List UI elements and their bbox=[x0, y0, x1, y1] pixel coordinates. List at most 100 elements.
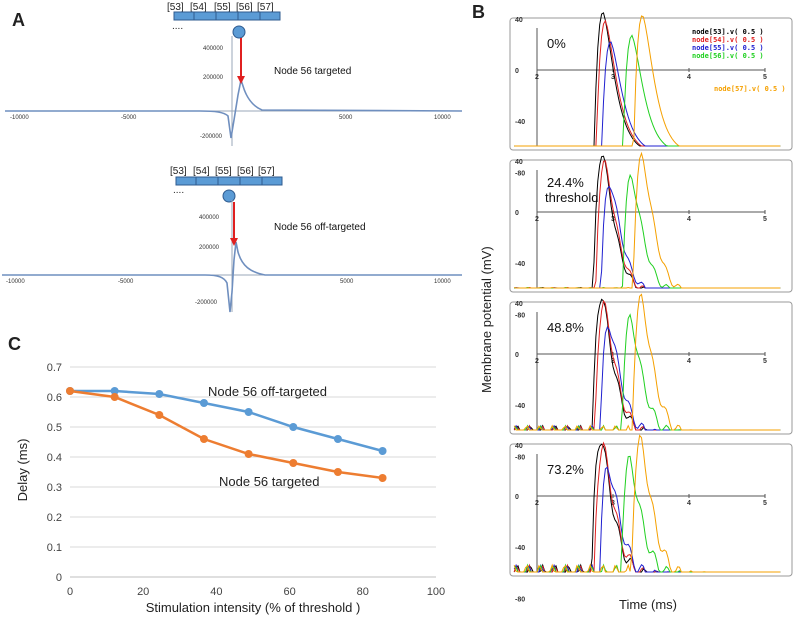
series-label-off-targeted: Node 56 off-targeted bbox=[208, 384, 327, 399]
time-tick-label: 5 bbox=[763, 74, 767, 81]
voltage-tick-label: -80 bbox=[515, 312, 525, 319]
data-point bbox=[66, 387, 74, 395]
axon-diagram bbox=[173, 11, 281, 21]
y-tick-label: 0.4 bbox=[47, 452, 62, 464]
trace-panel-frame bbox=[509, 17, 793, 151]
legend-entry-node53: node[53].v( 0.5 ) bbox=[692, 28, 764, 36]
time-tick-label: 5 bbox=[763, 358, 767, 365]
node-label-53: [53] bbox=[167, 2, 184, 13]
x-tick-label: 5000 bbox=[340, 279, 354, 285]
electrode-circle bbox=[222, 189, 236, 203]
panel-b-y-label: Membrane potential (mV) bbox=[479, 246, 494, 393]
data-point bbox=[155, 390, 164, 398]
panel-b-x-label: Time (ms) bbox=[619, 597, 677, 612]
panel-a-label: A bbox=[12, 10, 25, 30]
x-tick-label: 80 bbox=[357, 586, 369, 598]
legend-entry-node57: node[57].v( 0.5 ) bbox=[714, 85, 786, 93]
series-line-off-targeted bbox=[70, 389, 383, 453]
x-tick-label: 10000 bbox=[434, 279, 451, 285]
panel-a-bottom: [53] [54] [55] [56] [57] .... -10000 -50… bbox=[2, 166, 462, 313]
data-point bbox=[110, 387, 119, 395]
voltage-tick-label: -40 bbox=[515, 545, 525, 552]
x-tick-label: -5000 bbox=[121, 115, 137, 121]
trace-panel-label: 73.2% bbox=[547, 462, 584, 477]
data-point bbox=[155, 411, 164, 419]
data-point bbox=[333, 435, 342, 443]
node-label-57: [57] bbox=[258, 166, 275, 177]
annotation-node56-off-targeted: Node 56 off-targeted bbox=[274, 222, 366, 233]
x-tick-label: -5000 bbox=[118, 279, 134, 285]
voltage-tick-label: 0 bbox=[515, 68, 519, 75]
data-point bbox=[289, 423, 298, 431]
node-label-57: [57] bbox=[257, 2, 274, 13]
x-tick-label: 100 bbox=[427, 586, 445, 598]
axon-continuation-dots: .... bbox=[173, 185, 184, 196]
x-tick-label: 20 bbox=[137, 586, 149, 598]
voltage-tick-label: 0 bbox=[515, 210, 519, 217]
x-tick-label: 0 bbox=[67, 586, 73, 598]
axon-diagram bbox=[175, 176, 283, 186]
time-tick-label: 4 bbox=[687, 500, 691, 507]
panel-c-label: C bbox=[8, 334, 21, 354]
time-tick-label: 4 bbox=[687, 216, 691, 223]
time-tick-label: 3 bbox=[611, 358, 615, 365]
legend-entry-node56: node[56].v( 0.5 ) bbox=[692, 52, 764, 60]
data-point bbox=[289, 459, 298, 467]
legend-entry-node54: node[54].v( 0.5 ) bbox=[692, 36, 764, 44]
data-point bbox=[244, 450, 253, 458]
time-tick-label: 2 bbox=[535, 74, 539, 81]
electrode-circle bbox=[232, 25, 246, 39]
trace-panel-label: 0% bbox=[547, 36, 566, 51]
trace-node57 bbox=[513, 434, 781, 573]
trace-panel-label: 48.8% bbox=[547, 320, 584, 335]
y-tick-label: 0 bbox=[56, 572, 62, 584]
x-tick-label: 10000 bbox=[434, 115, 451, 121]
data-point bbox=[378, 474, 387, 482]
voltage-tick-label: 40 bbox=[515, 301, 523, 308]
y-tick-label: 400000 bbox=[199, 215, 220, 221]
trace-panel-frame bbox=[509, 301, 793, 435]
voltage-tick-label: 0 bbox=[515, 352, 519, 359]
trace-panel-frame bbox=[509, 159, 793, 293]
annotation-node56-targeted: Node 56 targeted bbox=[274, 66, 351, 77]
data-point bbox=[333, 468, 342, 476]
data-point bbox=[244, 408, 253, 416]
y-tick-label: 0.6 bbox=[47, 392, 62, 404]
node-label-54: [54] bbox=[193, 166, 210, 177]
trace-node57 bbox=[513, 293, 781, 431]
node-label-56: [56] bbox=[236, 2, 253, 13]
time-tick-label: 4 bbox=[687, 358, 691, 365]
data-point bbox=[199, 435, 208, 443]
y-tick-label: 0.1 bbox=[47, 542, 62, 554]
x-tick-label: 40 bbox=[210, 586, 222, 598]
node-label-55: [55] bbox=[214, 2, 231, 13]
y-tick-label: 0.5 bbox=[47, 422, 62, 434]
node-label-56: [56] bbox=[237, 166, 254, 177]
voltage-tick-label: -40 bbox=[515, 403, 525, 410]
y-tick-label: 0.3 bbox=[47, 482, 62, 494]
delay-chart: 0 0.1 0.2 0.3 0.4 0.5 0.6 0.7 0 20 40 60 80 100 bbox=[47, 362, 445, 598]
voltage-tick-label: -40 bbox=[515, 119, 525, 126]
voltage-tick-label: 40 bbox=[515, 443, 523, 450]
voltage-tick-label: 0 bbox=[515, 494, 519, 501]
chart-c-y-label: Delay (ms) bbox=[15, 439, 30, 502]
y-tick-label: -200000 bbox=[200, 134, 223, 140]
trace-node57 bbox=[514, 151, 781, 289]
x-tick-label: 5000 bbox=[339, 115, 353, 121]
node-label-53: [53] bbox=[170, 166, 187, 177]
y-tick-label: 200000 bbox=[203, 75, 224, 81]
trace-panel-frame bbox=[509, 443, 793, 577]
legend-entry-node55: node[55].v( 0.5 ) bbox=[692, 44, 764, 52]
series-line-targeted bbox=[69, 389, 383, 480]
voltage-tick-label: -80 bbox=[515, 596, 525, 603]
data-point bbox=[110, 393, 119, 401]
time-tick-label: 2 bbox=[535, 358, 539, 365]
axon-continuation-dots: .... bbox=[172, 21, 183, 32]
x-tick-label: -10000 bbox=[6, 279, 25, 285]
panel-b-label: B bbox=[472, 2, 485, 22]
time-tick-label: 3 bbox=[611, 74, 615, 81]
time-tick-label: 2 bbox=[535, 216, 539, 223]
data-point bbox=[199, 399, 208, 407]
